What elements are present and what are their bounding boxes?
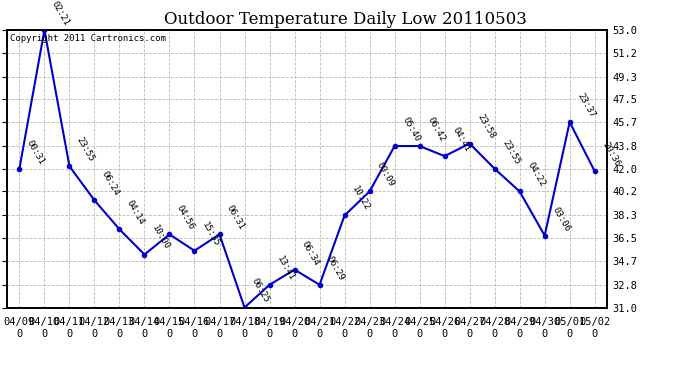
Text: 05:40: 05:40	[400, 116, 422, 143]
Text: 15:35: 15:35	[200, 220, 221, 248]
Text: 06:31: 06:31	[225, 204, 246, 232]
Text: 00:09: 00:09	[375, 161, 396, 189]
Text: 06:29: 06:29	[325, 254, 346, 282]
Text: 06:42: 06:42	[425, 116, 446, 143]
Text: 23:55: 23:55	[500, 138, 522, 166]
Text: 10:22: 10:22	[350, 185, 371, 213]
Text: 02:21: 02:21	[50, 0, 71, 27]
Text: Outdoor Temperature Daily Low 20110503: Outdoor Temperature Daily Low 20110503	[164, 11, 526, 28]
Text: 04:56: 04:56	[175, 204, 196, 232]
Text: 23:58: 23:58	[475, 113, 496, 141]
Text: 04:22: 04:22	[525, 161, 546, 189]
Text: 20:36: 20:36	[600, 141, 622, 168]
Text: 23:55: 23:55	[75, 136, 96, 164]
Text: Copyright 2011 Cartronics.com: Copyright 2011 Cartronics.com	[10, 34, 166, 43]
Text: 23:37: 23:37	[575, 92, 596, 119]
Text: 13:41: 13:41	[275, 254, 296, 282]
Text: 04:14: 04:14	[125, 199, 146, 226]
Text: 06:34: 06:34	[300, 239, 322, 267]
Text: 04:41: 04:41	[450, 126, 471, 153]
Text: 03:06: 03:06	[550, 205, 571, 233]
Text: 10:00: 10:00	[150, 224, 171, 252]
Text: 00:31: 00:31	[25, 138, 46, 166]
Text: 06:25: 06:25	[250, 277, 271, 305]
Text: 06:24: 06:24	[100, 170, 121, 198]
